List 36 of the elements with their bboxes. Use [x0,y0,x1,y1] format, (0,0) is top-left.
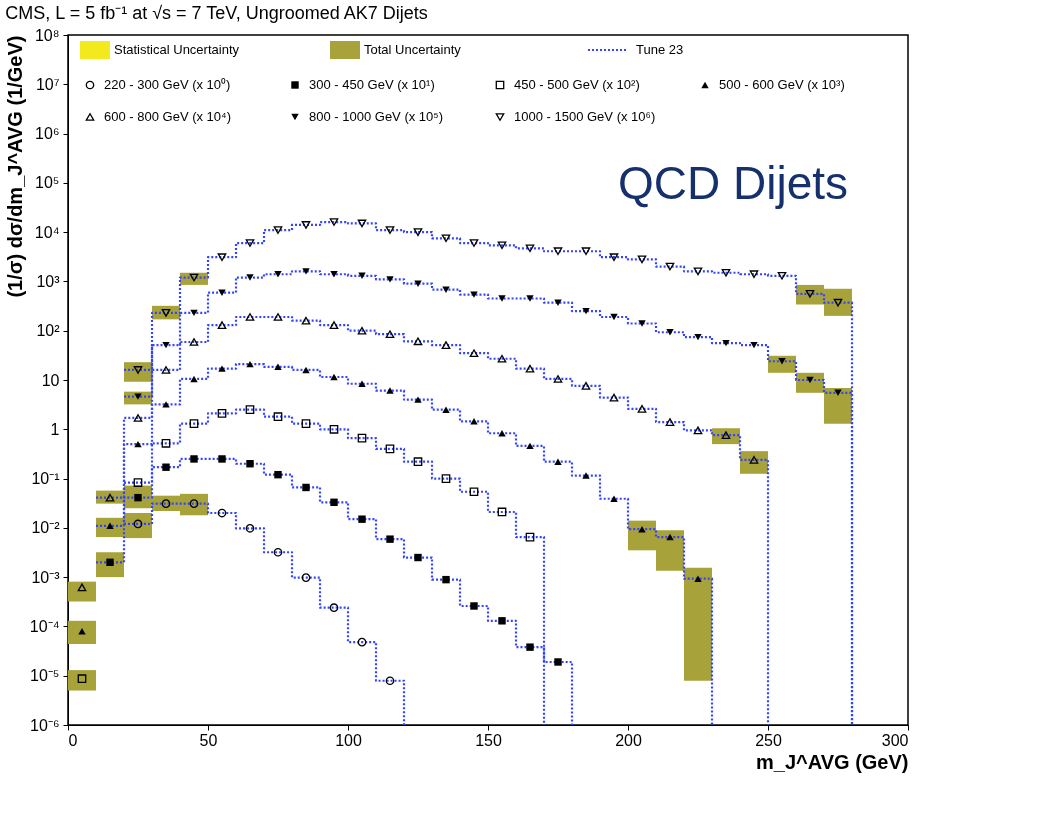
y-tick-label: 10⁻¹ [31,470,60,488]
x-tick-label: 50 [199,731,218,749]
y-tick-label: 10⁻² [31,519,61,537]
y-tick-label: 10⁷ [35,75,60,93]
x-tick-label: 300 [881,731,909,749]
x-tick-label: 150 [475,731,502,749]
legend-label: 300 - 450 GeV (x 10¹) [309,77,435,92]
legend-label: 1000 - 1500 GeV (x 10⁶) [514,109,656,124]
x-axis-title: m_J^AVG (GeV) [756,750,909,773]
y-tick-label: 1 [50,420,60,438]
legend-label: 220 - 300 GeV (x 10⁰) [104,77,231,92]
y-tick-label: 10⁻⁵ [30,667,60,685]
x-tick-label: 250 [755,731,782,749]
y-tick-label: 10⁻⁶ [30,716,60,734]
y-tick-label: 10⁵ [35,174,60,192]
y-tick-label: 10⁶ [35,125,60,143]
y-tick-label: 10⁸ [34,26,60,44]
legend-label: Tune 23 [636,42,684,57]
annotation: Total Uncertainty [364,42,462,57]
x-tick-label: 100 [335,731,362,749]
legend-label: 500 - 600 GeV (x 10³) [719,77,845,92]
y-tick-label: 10⁻⁴ [29,617,60,635]
annotation: Statistical Uncertainty [114,42,240,57]
legend-label: 450 - 500 GeV (x 10²) [514,77,640,92]
x-tick-label: 0 [68,731,78,749]
y-tick-label: 10³ [36,272,61,290]
chart-title: CMS, L = 5 fb⁻¹ at √s = 7 TeV, Ungroomed AK7 Dijets [5,3,428,23]
x-tick-label: 200 [615,731,642,749]
y-tick-label: 10 [41,371,60,389]
y-tick-label: 10² [36,322,61,340]
y-axis-title: (1/σ) dσ/dm_J^AVG (1/GeV) [3,35,26,298]
y-tick-label: 10⁻³ [31,568,61,586]
y-tick-label: 10⁴ [34,223,60,241]
legend-label: 600 - 800 GeV (x 10⁴) [104,109,231,124]
legend-label: 800 - 1000 GeV (x 10⁵) [309,109,444,124]
annotation: QCD Dijets [617,157,848,209]
